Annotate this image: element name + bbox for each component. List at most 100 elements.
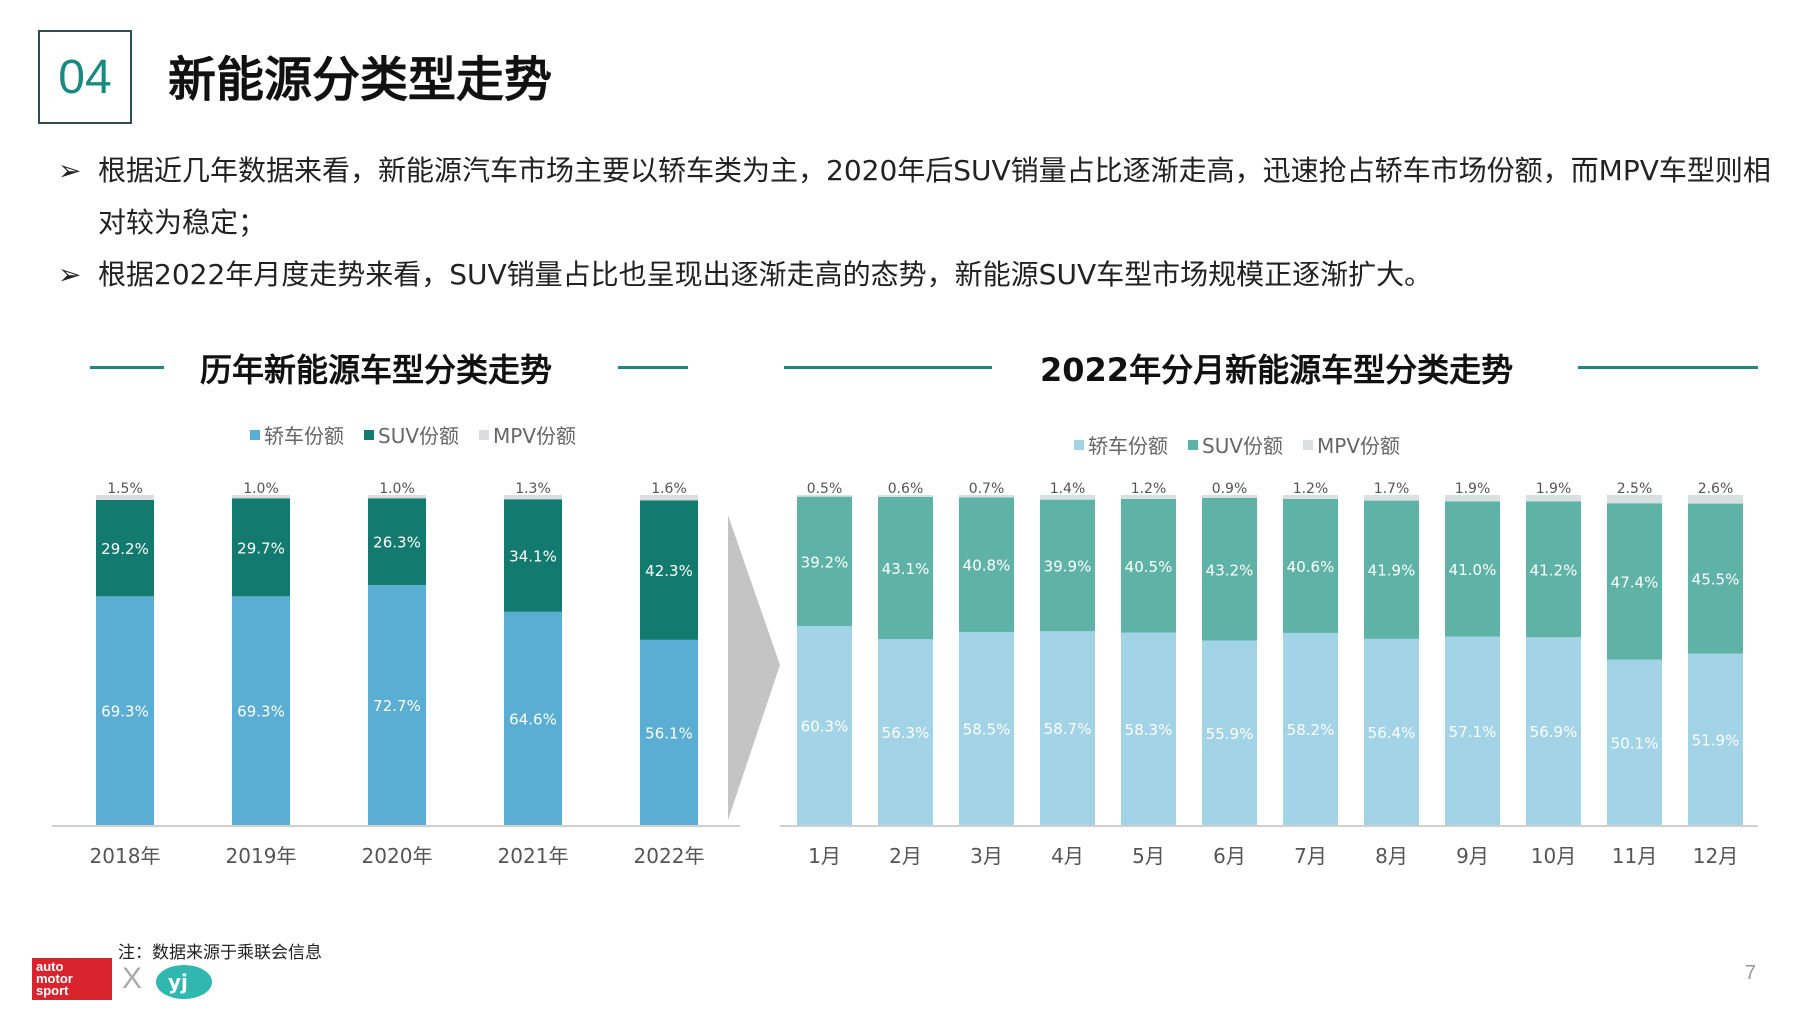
legend-item-mpv: MPV份额 xyxy=(1303,430,1400,459)
monthly-data-label: 51.9% xyxy=(1692,731,1740,749)
legend-label: SUV份额 xyxy=(1202,434,1284,458)
yearly-tick-label: 2018年 xyxy=(90,844,161,868)
yearly-data-label: 72.7% xyxy=(373,697,421,715)
legend-label: SUV份额 xyxy=(378,424,460,448)
monthly-bar-suv xyxy=(1202,497,1257,641)
transition-arrow-icon xyxy=(728,515,780,820)
monthly-tick-label: 7月 xyxy=(1294,844,1327,868)
monthly-data-label: 0.9% xyxy=(1212,481,1248,497)
yearly-data-label: 69.3% xyxy=(101,703,149,721)
monthly-bar-sedan xyxy=(1526,637,1581,825)
monthly-bar-mpv xyxy=(959,495,1014,498)
monthly-tick-label: 12月 xyxy=(1693,844,1738,868)
bullet-item: ➢ 根据近几年数据来看，新能源汽车市场主要以轿车类为主，2020年后SUV销量占… xyxy=(58,145,1778,249)
monthly-data-label: 58.7% xyxy=(1044,720,1092,738)
yearly-tick-label: 2021年 xyxy=(498,844,569,868)
yearly-bar-mpv xyxy=(504,495,562,500)
right-chart-title: 2022年分月新能源车型分类走势 xyxy=(1040,351,1514,389)
monthly-data-label: 43.1% xyxy=(882,560,930,578)
legend-item-sedan: 轿车份额 xyxy=(1074,430,1168,459)
legend-label: MPV份额 xyxy=(1317,434,1401,458)
legend-item-suv: SUV份额 xyxy=(364,420,459,449)
monthly-data-label: 1.9% xyxy=(1536,481,1572,497)
yearly-data-label: 26.3% xyxy=(373,534,421,552)
yearly-bar-sedan xyxy=(504,611,562,825)
yearly-bar-suv xyxy=(96,499,154,597)
monthly-bar-suv xyxy=(1364,500,1419,639)
bullet-list: ➢ 根据近几年数据来看，新能源汽车市场主要以轿车类为主，2020年后SUV销量占… xyxy=(58,145,1778,301)
monthly-data-label: 45.5% xyxy=(1692,571,1740,589)
yearly-bar-suv xyxy=(504,499,562,612)
yearly-data-label: 1.0% xyxy=(243,481,279,497)
monthly-data-label: 0.7% xyxy=(969,481,1005,497)
monthly-bar-suv xyxy=(1688,503,1743,654)
monthly-bar-mpv xyxy=(1364,495,1419,501)
monthly-data-label: 40.8% xyxy=(963,557,1011,575)
yearly-data-label: 1.6% xyxy=(651,481,687,497)
yearly-data-label: 29.2% xyxy=(101,540,149,558)
monthly-bar-sedan xyxy=(1607,659,1662,825)
arrow-bullet-icon: ➢ xyxy=(58,258,82,291)
bullet-item: ➢ 根据2022年月度走势来看，SUV销量占比也呈现出逐渐走高的态势，新能源SU… xyxy=(58,249,1778,301)
monthly-data-label: 0.6% xyxy=(888,481,924,497)
yearly-data-label: 69.3% xyxy=(237,703,285,721)
monthly-data-label: 41.9% xyxy=(1368,562,1416,580)
monthly-data-label: 1.2% xyxy=(1293,481,1329,497)
yearly-data-label: 1.3% xyxy=(515,481,551,497)
monthly-bar-sedan xyxy=(1364,638,1419,825)
monthly-bar-mpv xyxy=(1040,495,1095,500)
monthly-data-label: 1.9% xyxy=(1455,481,1491,497)
monthly-tick-label: 4月 xyxy=(1051,844,1084,868)
monthly-tick-label: 3月 xyxy=(970,844,1003,868)
yearly-data-label: 1.0% xyxy=(379,481,415,497)
monthly-data-label: 41.2% xyxy=(1530,561,1578,579)
monthly-bar-sedan xyxy=(1688,653,1743,825)
title-rule-right-b xyxy=(1578,366,1758,369)
yearly-data-label: 42.3% xyxy=(645,562,693,580)
monthly-bar-suv xyxy=(1445,501,1500,637)
monthly-tick-label: 10月 xyxy=(1531,844,1576,868)
monthly-bar-mpv xyxy=(1607,495,1662,504)
yearly-tick-label: 2019年 xyxy=(226,844,297,868)
legend-item-sedan: 轿车份额 xyxy=(250,420,344,449)
yearly-bar-mpv xyxy=(232,495,290,499)
bullet-text: 根据2022年月度走势来看，SUV销量占比也呈现出逐渐走高的态势，新能源SUV车… xyxy=(98,258,1433,291)
monthly-data-label: 39.2% xyxy=(801,553,849,571)
monthly-bar-suv xyxy=(1607,503,1662,660)
yearly-bar-sedan xyxy=(640,639,698,825)
monthly-tick-label: 1月 xyxy=(808,844,841,868)
monthly-data-label: 1.2% xyxy=(1131,481,1167,497)
yearly-data-label: 1.5% xyxy=(107,481,143,497)
monthly-data-label: 40.6% xyxy=(1287,558,1335,576)
monthly-bar-suv xyxy=(959,497,1014,632)
monthly-data-label: 56.3% xyxy=(882,724,930,742)
monthly-tick-label: 2月 xyxy=(889,844,922,868)
monthly-bar-sedan xyxy=(1445,636,1500,825)
monthly-data-label: 1.7% xyxy=(1374,481,1410,497)
monthly-data-label: 43.2% xyxy=(1206,561,1254,579)
logo-separator-x: X xyxy=(122,962,143,995)
monthly-bar-sedan xyxy=(797,626,852,825)
bullet-text: 根据近几年数据来看，新能源汽车市场主要以轿车类为主，2020年后SUV销量占比逐… xyxy=(98,154,1771,239)
monthly-data-label: 47.4% xyxy=(1611,573,1659,591)
legend-label: 轿车份额 xyxy=(264,424,344,448)
yearly-bar-mpv xyxy=(96,495,154,500)
monthly-bar-mpv xyxy=(1283,495,1338,499)
section-number: 04 xyxy=(38,30,132,124)
title-rule-left-a xyxy=(90,366,164,369)
monthly-tick-label: 9月 xyxy=(1456,844,1489,868)
yearly-bar-suv xyxy=(232,498,290,597)
monthly-tick-label: 5月 xyxy=(1132,844,1165,868)
monthly-bar-suv xyxy=(1121,498,1176,633)
monthly-data-label: 58.3% xyxy=(1125,721,1173,739)
yearly-tick-label: 2022年 xyxy=(634,844,705,868)
source-footnote: 注：数据来源于乘联会信息 xyxy=(118,943,322,963)
monthly-data-label: 41.0% xyxy=(1449,561,1497,579)
monthly-data-label: 56.9% xyxy=(1530,723,1578,741)
monthly-bar-mpv xyxy=(1202,495,1257,498)
monthly-bar-mpv xyxy=(878,495,933,497)
yearly-data-label: 29.7% xyxy=(237,539,285,557)
monthly-bar-suv xyxy=(1283,498,1338,633)
monthly-bar-mpv xyxy=(1688,495,1743,504)
monthly-data-label: 50.1% xyxy=(1611,734,1659,752)
